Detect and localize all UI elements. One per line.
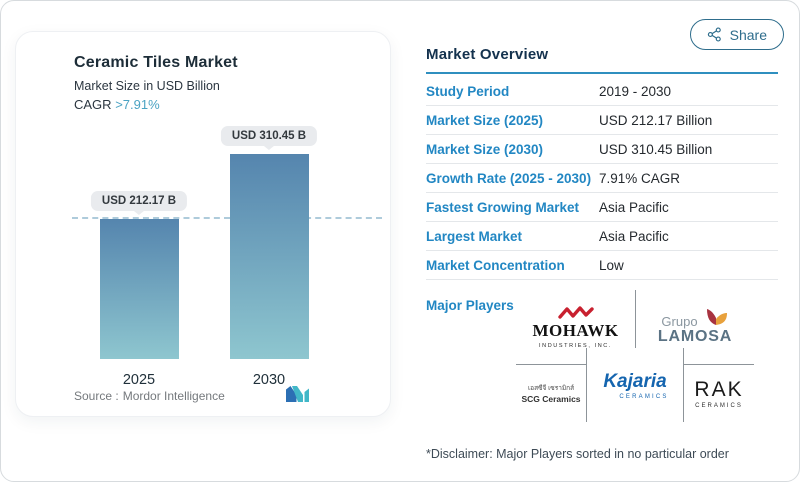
- source-attribution: Source : Mordor Intelligence: [74, 389, 229, 403]
- overview-row-label: Study Period: [426, 83, 510, 99]
- bar-2025: [100, 219, 179, 359]
- rak-name: RAK: [694, 378, 744, 401]
- overview-row-label: Market Size (2030): [426, 141, 544, 157]
- mohawk-logo: MOHAWK INDUSTRIES, INC.: [516, 290, 636, 364]
- kajaria-logo: Kajaria CERAMICS: [586, 348, 684, 422]
- source-value: Mordor Intelligence: [122, 389, 225, 403]
- mohawk-zigzag-icon: [557, 305, 594, 319]
- rak-sub: CERAMICS: [695, 403, 743, 409]
- overview-row: Growth Rate (2025 - 2030) 7.91% CAGR: [426, 164, 778, 193]
- overview-row: Fastest Growing Market Asia Pacific: [426, 193, 778, 222]
- overview-row-label: Market Concentration: [426, 257, 565, 273]
- share-icon: [707, 27, 722, 42]
- chart-title: Ceramic Tiles Market: [74, 54, 238, 71]
- overview-table: Study Period 2019 - 2030 Market Size (2025…: [426, 77, 778, 280]
- overview-row-label: Largest Market: [426, 228, 523, 244]
- bar-2030: [230, 154, 309, 359]
- scg-thai-text: เอสซีจี เซรามิกส์: [527, 385, 575, 392]
- chart-card: Ceramic Tiles Market Market Size in USD …: [15, 31, 391, 417]
- scg-ceramics-logo: เอสซีจี เซรามิกส์ SCG Ceramics: [516, 364, 586, 422]
- cagr-value: >7.91%: [115, 97, 160, 112]
- overview-row-label: Market Size (2025): [426, 112, 544, 128]
- overview-row: Largest Market Asia Pacific: [426, 222, 778, 251]
- cagr-label: CAGR: [74, 97, 112, 112]
- overview-row: Market Concentration Low: [426, 251, 778, 280]
- major-players-label: Major Players: [426, 298, 514, 313]
- lamosa-logo: Grupo LAMOSA: [636, 290, 754, 364]
- overview-row-label: Growth Rate (2025 - 2030): [426, 170, 592, 186]
- overview-row-value: USD 212.17 Billion: [599, 112, 713, 128]
- overview-heading-rule: [426, 72, 778, 74]
- source-label: Source :: [74, 389, 119, 403]
- kajaria-name: Kajaria: [603, 370, 667, 392]
- bar-chart: USD 212.17 B USD 310.45 B 2025 2030: [16, 126, 392, 388]
- major-players-logo-grid: MOHAWK INDUSTRIES, INC. Grupo: [516, 290, 754, 422]
- overview-row-value: 2019 - 2030: [599, 83, 672, 99]
- overview-row-value: Asia Pacific: [599, 228, 669, 244]
- mohawk-name: MOHAWK: [532, 320, 619, 340]
- chart-subtitle: Market Size in USD Billion: [74, 79, 220, 93]
- overview-row: Study Period 2019 - 2030: [426, 77, 778, 106]
- share-button-label: Share: [729, 26, 767, 43]
- share-button[interactable]: Share: [689, 19, 784, 50]
- lamosa-mark-icon: [703, 308, 729, 331]
- lamosa-name: LAMOSA: [657, 327, 733, 345]
- value-label-2025: USD 212.17 B: [90, 191, 188, 211]
- chart-cagr: CAGR >7.91%: [74, 97, 238, 112]
- overview-row-label: Fastest Growing Market: [426, 199, 580, 215]
- major-players-section: Major Players MOHAWK INDUSTRIES, INC.: [426, 290, 778, 428]
- rak-ceramics-logo: RAK CERAMICS: [684, 364, 754, 422]
- overview-row-value: Low: [599, 257, 624, 273]
- value-label-2030: USD 310.45 B: [220, 126, 318, 146]
- disclaimer-text: *Disclaimer: Major Players sorted in no …: [426, 447, 729, 461]
- overview-heading: Market Overview: [426, 46, 549, 63]
- overview-row-value: Asia Pacific: [599, 199, 669, 215]
- overview-row: Market Size (2030) USD 310.45 Billion: [426, 135, 778, 164]
- kajaria-sub: CERAMICS: [619, 393, 669, 400]
- mordor-intelligence-logo-icon: [286, 386, 309, 407]
- x-axis-label-2025: 2025: [122, 372, 156, 388]
- chart-header: Ceramic Tiles Market Market Size in USD …: [74, 54, 238, 112]
- scg-name: SCG Ceramics: [521, 394, 581, 404]
- overview-row-value: 7.91% CAGR: [599, 170, 681, 186]
- lamosa-grupo: Grupo: [661, 313, 698, 329]
- mohawk-sub: INDUSTRIES, INC.: [539, 342, 612, 349]
- x-axis-label-2030: 2030: [252, 372, 286, 388]
- market-overview-panel: Market Overview Study Period 2019 - 2030 M…: [426, 46, 778, 461]
- reference-dashed-line: [72, 217, 382, 219]
- overview-row: Market Size (2025) USD 212.17 Billion: [426, 106, 778, 135]
- overview-row-value: USD 310.45 Billion: [599, 141, 713, 157]
